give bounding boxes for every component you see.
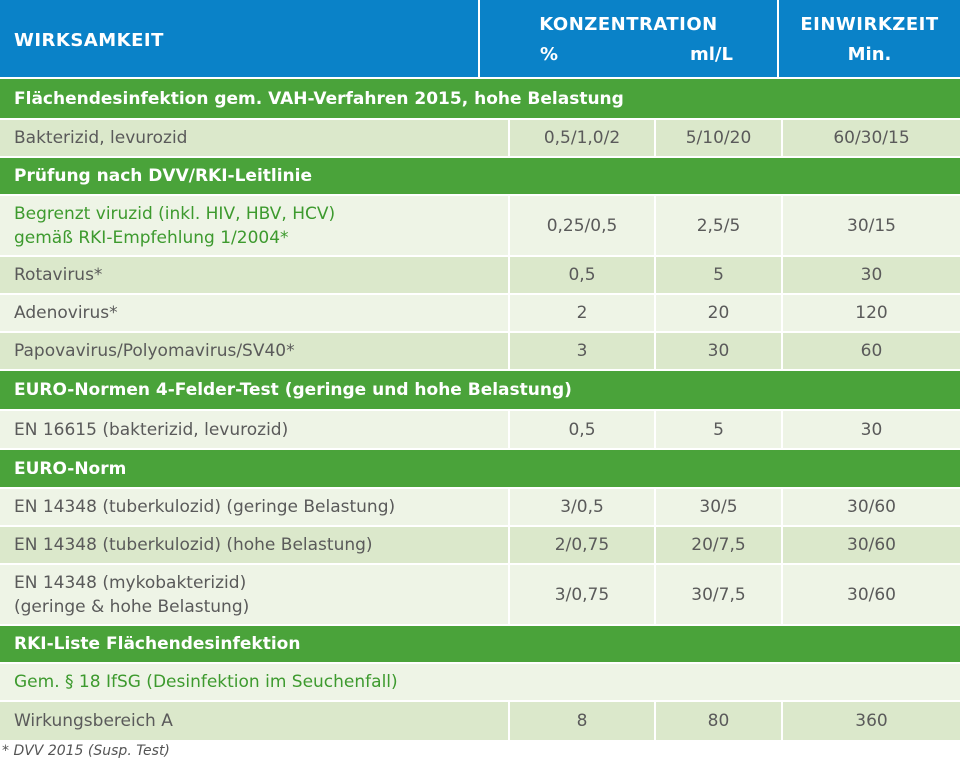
row-percent: 0,5	[508, 411, 654, 448]
header-col-exposure-time: EINWIRKZEIT Min.	[779, 0, 960, 77]
row-minutes: 60	[781, 333, 960, 369]
subsection-row: Gem. § 18 IfSG (Desinfektion im Seuchenf…	[0, 662, 960, 700]
row-mll: 20	[654, 295, 781, 331]
row-percent: 0,5	[508, 257, 654, 293]
row-label-line: Begrenzt viruzid (inkl. HIV, HBV, HCV)	[14, 203, 336, 224]
header-col-concentration: KONZENTRATION % ml/L	[480, 0, 777, 77]
table-row: EN 16615 (bakterizid, levurozid) 0,5 5 3…	[0, 409, 960, 448]
header-efficacy-label: WIRKSAMKEIT	[14, 30, 164, 51]
row-mll: 20/7,5	[654, 527, 781, 563]
row-label: Papovavirus/Polyomavirus/SV40*	[14, 341, 295, 361]
row-minutes: 30	[781, 411, 960, 448]
row-label: EN 14348 (tuberkulozid) (geringe Belastu…	[14, 497, 396, 517]
row-minutes: 30/60	[781, 565, 960, 624]
row-label-line: gemäß RKI-Empfehlung 1/2004*	[14, 227, 289, 248]
table-row: Begrenzt viruzid (inkl. HIV, HBV, HCV) g…	[0, 194, 960, 255]
footnote: * DVV 2015 (Susp. Test)	[2, 743, 170, 759]
section-label: Flächendesinfektion gem. VAH-Verfahren 2…	[14, 88, 624, 109]
section-row: Prüfung nach DVV/RKI-Leitlinie	[0, 156, 960, 194]
section-label: EURO-Normen 4-Felder-Test (geringe und h…	[14, 380, 572, 400]
row-percent: 2/0,75	[508, 527, 654, 563]
row-label: Wirkungsbereich A	[14, 711, 173, 731]
header-minutes-label: Min.	[847, 44, 892, 65]
header-percent-label: %	[540, 44, 559, 65]
row-mll: 2,5/5	[654, 196, 781, 255]
row-mll: 30/7,5	[654, 565, 781, 624]
table-row: EN 14348 (mykobakterizid) (geringe & hoh…	[0, 563, 960, 624]
row-label: Bakterizid, levurozid	[14, 128, 188, 148]
row-percent: 3/0,5	[508, 489, 654, 525]
table-row: Adenovirus* 2 20 120	[0, 293, 960, 331]
row-minutes: 30	[781, 257, 960, 293]
row-mll: 5/10/20	[654, 120, 781, 156]
section-row: Flächendesinfektion gem. VAH-Verfahren 2…	[0, 77, 960, 118]
row-percent: 8	[508, 702, 654, 740]
section-label: RKI-Liste Flächendesinfektion	[14, 634, 301, 654]
header-mll-label: ml/L	[690, 44, 733, 65]
row-minutes: 360	[781, 702, 960, 740]
table-row: EN 14348 (tuberkulozid) (hohe Belastung)…	[0, 525, 960, 563]
row-minutes: 30/15	[781, 196, 960, 255]
row-mll: 30	[654, 333, 781, 369]
row-label-line: EN 14348 (mykobakterizid)	[14, 572, 247, 593]
row-mll: 5	[654, 411, 781, 448]
header-exposure-label: EINWIRKZEIT	[800, 14, 939, 35]
row-mll: 80	[654, 702, 781, 740]
row-minutes: 30/60	[781, 489, 960, 525]
table-row: Rotavirus* 0,5 5 30	[0, 255, 960, 293]
row-label: Begrenzt viruzid (inkl. HIV, HBV, HCV) g…	[0, 196, 508, 255]
section-label: EURO-Norm	[14, 458, 127, 479]
row-label-line: (geringe & hohe Belastung)	[14, 596, 250, 617]
row-minutes: 60/30/15	[781, 120, 960, 156]
efficacy-table: WIRKSAMKEIT KONZENTRATION % ml/L EINWIRK…	[0, 0, 960, 740]
subsection-label: Gem. § 18 IfSG (Desinfektion im Seuchenf…	[14, 672, 398, 692]
header-divider	[478, 0, 480, 77]
row-label: Rotavirus*	[14, 265, 103, 285]
header-col-efficacy: WIRKSAMKEIT	[0, 0, 478, 77]
row-percent: 3/0,75	[508, 565, 654, 624]
row-minutes: 120	[781, 295, 960, 331]
section-row: RKI-Liste Flächendesinfektion	[0, 624, 960, 662]
section-label: Prüfung nach DVV/RKI-Leitlinie	[14, 166, 313, 186]
header-concentration-label: KONZENTRATION	[539, 14, 718, 35]
row-label: EN 16615 (bakterizid, levurozid)	[14, 419, 289, 440]
header-divider	[777, 0, 779, 77]
table-row: Bakterizid, levurozid 0,5/1,0/2 5/10/20 …	[0, 118, 960, 156]
section-row: EURO-Norm	[0, 448, 960, 487]
table-row: EN 14348 (tuberkulozid) (geringe Belastu…	[0, 487, 960, 525]
table-row: Wirkungsbereich A 8 80 360	[0, 700, 960, 740]
section-row: EURO-Normen 4-Felder-Test (geringe und h…	[0, 369, 960, 409]
row-percent: 0,5/1,0/2	[508, 120, 654, 156]
row-label: EN 14348 (tuberkulozid) (hohe Belastung)	[14, 535, 373, 555]
row-mll: 30/5	[654, 489, 781, 525]
row-percent: 2	[508, 295, 654, 331]
row-minutes: 30/60	[781, 527, 960, 563]
row-mll: 5	[654, 257, 781, 293]
row-label: EN 14348 (mykobakterizid) (geringe & hoh…	[0, 565, 508, 624]
row-percent: 0,25/0,5	[508, 196, 654, 255]
row-percent: 3	[508, 333, 654, 369]
table-row: Papovavirus/Polyomavirus/SV40* 3 30 60	[0, 331, 960, 369]
table-header: WIRKSAMKEIT KONZENTRATION % ml/L EINWIRK…	[0, 0, 960, 77]
row-label: Adenovirus*	[14, 303, 118, 323]
